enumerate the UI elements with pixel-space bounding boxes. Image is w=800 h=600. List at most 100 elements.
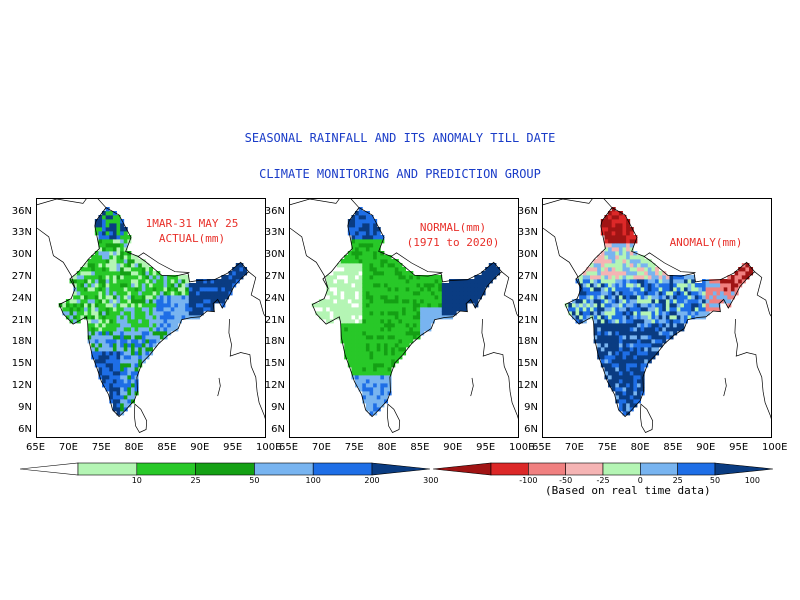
map-cell (347, 335, 352, 340)
map-cell (694, 299, 699, 304)
lat-tick-label: 24N (264, 292, 285, 304)
map-cell (398, 319, 403, 324)
map-cell (159, 299, 164, 304)
map-cell (369, 255, 374, 260)
map-cell (217, 279, 222, 284)
map-cell (434, 307, 439, 312)
map-cell (438, 307, 443, 312)
map-cell (427, 311, 432, 316)
map-cell (383, 395, 388, 400)
map-cell (145, 263, 150, 268)
map-cell (112, 315, 117, 320)
map-cell (145, 319, 150, 324)
map-cell (611, 243, 616, 248)
map-cell (365, 255, 370, 260)
map-cell (141, 295, 146, 300)
map-cell (130, 347, 135, 352)
map-cell (394, 279, 399, 284)
map-cell (716, 299, 721, 304)
map-cell (622, 407, 627, 412)
map-cell (438, 279, 443, 284)
map-cell (145, 347, 150, 352)
map-cell (159, 331, 164, 336)
map-cell (156, 287, 161, 292)
map-cell (618, 299, 623, 304)
map-cell (369, 267, 374, 272)
map-cell (658, 307, 663, 312)
map-cell (130, 379, 135, 384)
map-cell (662, 299, 667, 304)
map-cell (600, 223, 605, 228)
map-cell (391, 315, 396, 320)
map-cell (344, 323, 349, 328)
map-cell (369, 315, 374, 320)
map-cell (76, 299, 81, 304)
map-cell (167, 299, 172, 304)
map-cell (615, 363, 620, 368)
map-cell (149, 335, 154, 340)
map-cell (362, 263, 367, 268)
map-cell (608, 331, 613, 336)
map-cell (127, 311, 132, 316)
map-cell (618, 223, 623, 228)
map-cell (434, 299, 439, 304)
map-cell (91, 275, 96, 280)
lat-tick-label: 24N (11, 292, 32, 304)
map-cell (608, 327, 613, 332)
map-cell (80, 287, 85, 292)
map-cell (608, 299, 613, 304)
map-cell (579, 307, 584, 312)
map-cell (626, 339, 631, 344)
map-cell (568, 303, 573, 308)
map-cell (636, 299, 641, 304)
map-cell (600, 275, 605, 280)
map-cell (188, 283, 193, 288)
map-cell (127, 299, 132, 304)
map-cell (123, 251, 128, 256)
map-cell (344, 287, 349, 292)
map-cell (112, 335, 117, 340)
map-cell (120, 307, 125, 312)
map-cell (741, 275, 746, 280)
map-cell (658, 319, 663, 324)
map-cell (351, 227, 356, 232)
map-cell (358, 275, 363, 280)
map-cell (597, 323, 602, 328)
map-cell (611, 335, 616, 340)
map-cell (463, 295, 468, 300)
map-cell (651, 331, 656, 336)
map-cell (398, 331, 403, 336)
map-cell (376, 351, 381, 356)
map-cell (196, 283, 201, 288)
map-cell (123, 331, 128, 336)
map-cell (611, 323, 616, 328)
map-cell (373, 403, 378, 408)
map-cell (116, 259, 121, 264)
map-cell (365, 339, 370, 344)
map-cell (738, 283, 743, 288)
map-cell (683, 319, 688, 324)
map-cell (618, 243, 623, 248)
map-cell (365, 235, 370, 240)
map-cell (105, 315, 110, 320)
map-cell (626, 279, 631, 284)
map-cell (467, 291, 472, 296)
map-cell (127, 379, 132, 384)
map-cell (134, 347, 139, 352)
map-cell (626, 231, 631, 236)
map-cell (120, 311, 125, 316)
map-cell (618, 315, 623, 320)
map-cell (94, 255, 99, 260)
map-cell (481, 271, 486, 276)
map-cell (351, 287, 356, 292)
map-cell (618, 275, 623, 280)
map-cell (571, 303, 576, 308)
map-cell (416, 319, 421, 324)
map-cell (687, 303, 692, 308)
lat-tick-label: 33N (11, 227, 32, 239)
map-cell (112, 319, 117, 324)
map-cell (412, 315, 417, 320)
map-cell (163, 323, 168, 328)
map-cell (362, 363, 367, 368)
map-cell (716, 295, 721, 300)
